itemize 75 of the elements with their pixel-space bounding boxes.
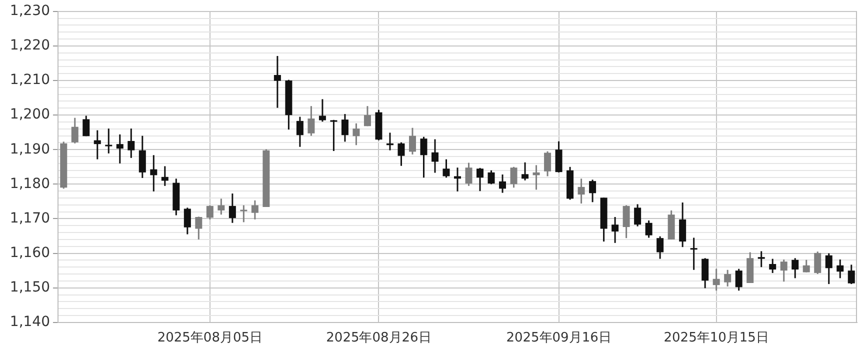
candlestick xyxy=(690,236,698,271)
candlestick xyxy=(454,166,461,192)
candlestick xyxy=(352,122,360,146)
candlestick xyxy=(476,167,484,192)
candlestick xyxy=(758,250,765,268)
candlestick xyxy=(228,192,236,224)
candlestick xyxy=(645,220,652,238)
candlestick xyxy=(206,204,214,220)
x-tick-label: 2025年10月15日 xyxy=(664,330,769,346)
candlestick xyxy=(589,178,596,203)
candlestick xyxy=(138,135,146,179)
candlestick xyxy=(488,170,495,185)
y-tick-label: 1,200 xyxy=(10,106,50,123)
candlestick xyxy=(431,138,438,174)
y-tick-label: 1,140 xyxy=(10,314,50,330)
candlestick xyxy=(116,134,124,164)
candlestick xyxy=(341,113,348,142)
candlestick xyxy=(532,164,540,190)
candlestick xyxy=(544,150,552,177)
candlestick xyxy=(780,258,788,282)
candlestick xyxy=(420,136,428,178)
candlestick xyxy=(308,105,315,137)
candlestick xyxy=(251,200,258,220)
x-tick-label: 2025年08月05日 xyxy=(157,330,263,346)
candlestick xyxy=(792,257,799,279)
candlestick xyxy=(555,140,562,174)
candlestick xyxy=(848,264,855,285)
candlestick xyxy=(578,178,585,204)
candlestick xyxy=(195,216,202,240)
candlestick xyxy=(442,158,450,178)
candlestick xyxy=(184,206,191,236)
candlestick xyxy=(769,258,776,274)
candlestick xyxy=(82,115,90,137)
x-tick-label: 2025年09月16日 xyxy=(506,330,612,346)
y-tick-label: 1,190 xyxy=(10,141,50,158)
candlestick xyxy=(825,252,832,285)
candlestick xyxy=(499,174,506,194)
candlestick xyxy=(612,216,619,244)
candlestick xyxy=(465,162,472,187)
candlestick xyxy=(735,268,742,292)
candlestick xyxy=(656,236,664,260)
candlestick xyxy=(364,105,371,127)
candlestick xyxy=(836,258,844,279)
candlestick xyxy=(408,127,416,156)
candlestick xyxy=(296,116,304,148)
candlestick xyxy=(218,198,225,216)
candlestick xyxy=(330,119,338,152)
candlestick xyxy=(724,269,732,288)
candlestick xyxy=(522,162,529,182)
y-tick-label: 1,210 xyxy=(10,72,50,88)
candlestick xyxy=(398,142,405,167)
candlestick xyxy=(622,204,630,239)
candlestick xyxy=(71,117,78,144)
candlestick xyxy=(634,203,642,228)
y-tick-label: 1,160 xyxy=(10,244,50,261)
candlestick xyxy=(150,154,158,192)
x-tick-label: 2025年08月26日 xyxy=(326,330,432,346)
candlestick xyxy=(240,204,248,223)
y-tick-label: 1,180 xyxy=(10,176,50,192)
y-tick-label: 1,230 xyxy=(10,3,50,20)
candlestick xyxy=(128,128,135,159)
candlestick xyxy=(702,257,709,289)
candlestick xyxy=(94,130,101,160)
candlestick xyxy=(105,128,112,154)
y-tick-label: 1,150 xyxy=(10,279,50,296)
candlestick xyxy=(318,98,326,122)
candlestick xyxy=(679,202,686,248)
y-tick-label: 1,220 xyxy=(10,38,50,54)
candlestick xyxy=(802,259,810,274)
candlestick xyxy=(161,165,168,187)
candlestick xyxy=(510,166,518,188)
candlestick xyxy=(814,250,822,275)
y-tick-label: 1,170 xyxy=(10,210,50,226)
candlestick xyxy=(274,55,281,109)
candlestick xyxy=(712,268,720,292)
